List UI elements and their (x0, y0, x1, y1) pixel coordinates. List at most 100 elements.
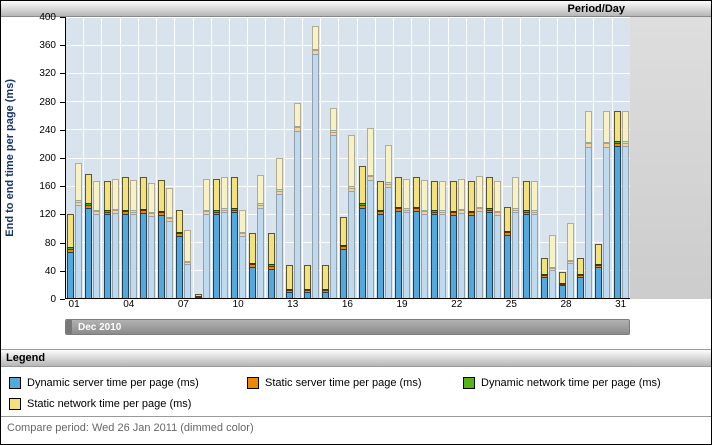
current-bar-day-14[interactable] (303, 17, 311, 298)
dynamic_server-segment (577, 276, 585, 298)
compare-bar-day-05[interactable] (147, 17, 155, 298)
current-bar-day-26[interactable] (522, 17, 530, 298)
compare-bar-day-21[interactable] (439, 17, 447, 298)
scrollbar-left-cap[interactable] (66, 320, 72, 334)
compare-bar-day-23[interactable] (475, 17, 483, 298)
compare-bar-day-06[interactable] (166, 17, 174, 298)
compare-bar-day-01[interactable] (75, 17, 83, 298)
static_network-segment (421, 180, 429, 210)
current-bar-day-17[interactable] (358, 17, 366, 298)
gridline (66, 101, 630, 103)
static_network-segment (176, 209, 184, 232)
compare-bar-day-20[interactable] (421, 17, 429, 298)
day-group-27 (540, 17, 558, 298)
compare-bar-day-12[interactable] (275, 17, 283, 298)
compare-bar-day-11[interactable] (257, 17, 265, 298)
current-bar-day-10[interactable] (231, 17, 239, 298)
static_network-segment (603, 111, 611, 143)
x-tick-label (211, 299, 229, 313)
current-bar-day-09[interactable] (212, 17, 220, 298)
compare-bar-day-15[interactable] (330, 17, 338, 298)
compare-bar-day-16[interactable] (348, 17, 356, 298)
current-bar-day-15[interactable] (322, 17, 330, 298)
current-bar-day-21[interactable] (431, 17, 439, 298)
compare-bar-day-03[interactable] (111, 17, 119, 298)
current-bar-day-29[interactable] (577, 17, 585, 298)
legend-item-label: Static network time per page (ms) (27, 397, 192, 410)
current-bar-day-30[interactable] (595, 17, 603, 298)
dynamic_server-segment (257, 208, 265, 298)
current-bar-day-19[interactable] (395, 17, 403, 298)
current-bar-day-18[interactable] (376, 17, 384, 298)
dynamic_network-segment (384, 182, 392, 184)
dynamic_server-segment (548, 269, 556, 298)
compare-bar-day-13[interactable] (293, 17, 301, 298)
current-bar-day-02[interactable] (85, 17, 93, 298)
current-bar-day-24[interactable] (486, 17, 494, 298)
dynamic_server-segment (467, 215, 475, 298)
compare-bar-day-19[interactable] (403, 17, 411, 298)
current-bar-day-07[interactable] (176, 17, 184, 298)
static_server-segment (348, 187, 356, 192)
current-bar-day-13[interactable] (285, 17, 293, 298)
static_server-segment (176, 233, 184, 237)
day-group-07 (175, 17, 194, 298)
static_network-segment (285, 265, 293, 290)
dynamic_network-segment (275, 189, 283, 191)
current-bar-day-31[interactable] (613, 17, 621, 298)
compare-bar-day-04[interactable] (129, 17, 137, 298)
dynamic_network-segment (285, 289, 293, 291)
compare-bar-day-07[interactable] (184, 17, 192, 298)
current-bar-day-01[interactable] (67, 17, 75, 298)
current-bar-day-06[interactable] (158, 17, 166, 298)
compare-bar-day-18[interactable] (384, 17, 392, 298)
current-bar-day-08[interactable] (194, 17, 202, 298)
dynamic_server-segment (384, 187, 392, 298)
static_server-segment (457, 210, 465, 213)
static_server-segment (184, 262, 192, 265)
x-tick-label: 07 (177, 299, 189, 310)
compare-bar-day-17[interactable] (366, 17, 374, 298)
compare-bar-day-02[interactable] (93, 17, 101, 298)
compare-bar-day-25[interactable] (512, 17, 520, 298)
compare-bar-day-10[interactable] (239, 17, 247, 298)
compare-bar-day-31[interactable] (621, 17, 629, 298)
compare-bar-day-24[interactable] (494, 17, 502, 298)
current-bar-day-12[interactable] (267, 17, 275, 298)
compare-bar-day-09[interactable] (220, 17, 228, 298)
current-bar-day-05[interactable] (139, 17, 147, 298)
current-bar-day-28[interactable] (559, 17, 567, 298)
day-group-06 (157, 17, 176, 298)
legend-item-1: Static server time per page (ms) (247, 372, 463, 393)
static_server-segment (220, 209, 228, 213)
current-bar-day-04[interactable] (121, 17, 129, 298)
compare-bar-day-14[interactable] (311, 17, 319, 298)
dynamic_server-segment (212, 214, 220, 298)
current-bar-day-20[interactable] (413, 17, 421, 298)
compare-bar-day-29[interactable] (585, 17, 593, 298)
compare-bar-day-26[interactable] (530, 17, 538, 298)
dynamic_network-segment (212, 210, 220, 212)
current-bar-day-27[interactable] (540, 17, 548, 298)
current-bar-day-22[interactable] (449, 17, 457, 298)
compare-bar-day-28[interactable] (567, 17, 575, 298)
compare-bar-day-27[interactable] (548, 17, 556, 298)
dynamic_server-segment (239, 236, 247, 298)
current-bar-day-23[interactable] (467, 17, 475, 298)
static_network-segment (548, 234, 556, 267)
legend-swatch-icon (247, 376, 259, 389)
y-tick-label: 240 (39, 124, 56, 136)
current-bar-day-25[interactable] (504, 17, 512, 298)
compare-bar-day-08[interactable] (202, 17, 210, 298)
current-bar-day-03[interactable] (103, 17, 111, 298)
current-bar-day-16[interactable] (340, 17, 348, 298)
compare-bar-day-30[interactable] (603, 17, 611, 298)
dynamic_network-segment (257, 203, 265, 205)
static_network-segment (613, 111, 621, 142)
x-tick-label (302, 299, 320, 313)
right-gutter (630, 17, 711, 299)
time-scrollbar-thumb[interactable]: Dec 2010 (65, 319, 630, 335)
current-bar-day-11[interactable] (249, 17, 257, 298)
y-tick-label: 0 (50, 294, 56, 305)
compare-bar-day-22[interactable] (457, 17, 465, 298)
